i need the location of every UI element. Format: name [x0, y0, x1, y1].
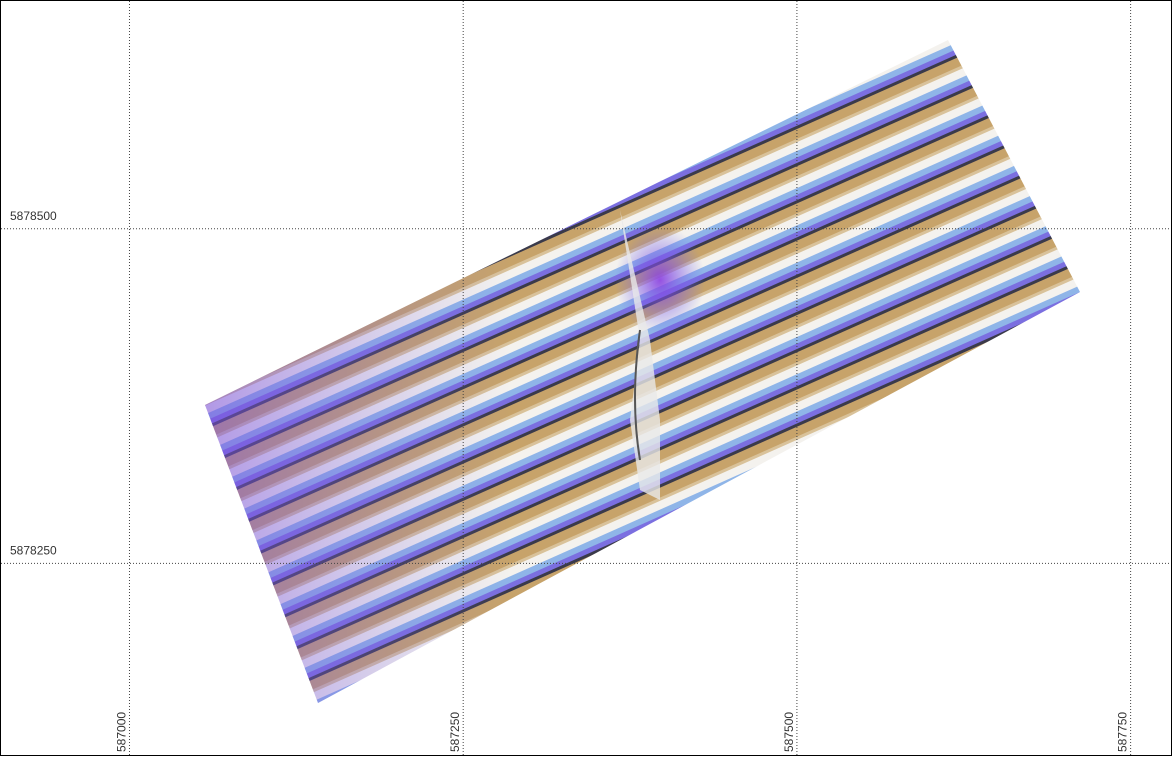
map-view: 587000 587250 587500 587750 5878250 5878500 [0, 0, 1172, 756]
x-tick-label: 587000 [114, 712, 128, 752]
x-tick-label: 587250 [448, 712, 462, 752]
x-tick-label: 587750 [1116, 712, 1130, 752]
y-tick-label: 5878500 [10, 209, 57, 223]
y-tick-label: 5878250 [10, 543, 57, 557]
x-tick-label: 587500 [782, 712, 796, 752]
